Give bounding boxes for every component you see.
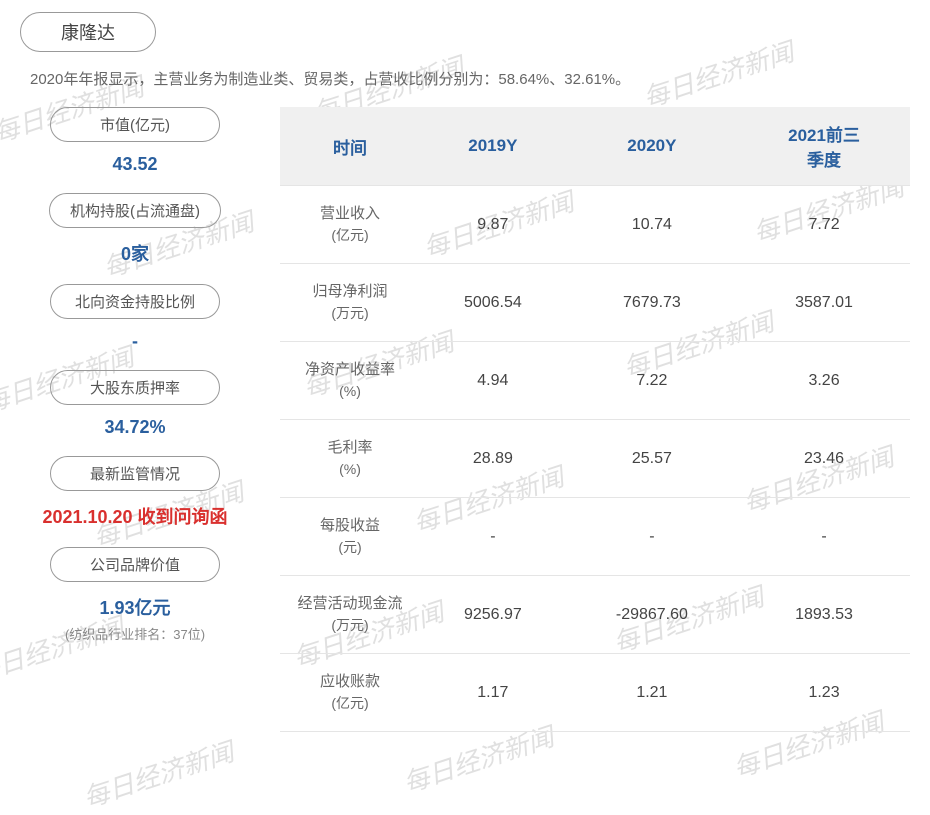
- row-label-cell: 归母净利润(万元): [280, 264, 420, 342]
- table-row: 应收账款(亿元)1.171.211.23: [280, 654, 910, 732]
- row-unit: (亿元): [290, 225, 410, 246]
- metric-label-pill: 公司品牌价值: [50, 547, 220, 582]
- data-cell: -: [420, 498, 566, 576]
- description-text: 2020年年报显示，主营业务为制造业类、贸易类，占营收比例分别为：58.64%、…: [20, 68, 910, 89]
- row-label-cell: 净资产收益率(%): [280, 342, 420, 420]
- row-unit: (元): [290, 537, 410, 558]
- table-row: 每股收益(元)---: [280, 498, 910, 576]
- data-cell: 10.74: [566, 186, 738, 264]
- row-label-cell: 毛利率(%): [280, 420, 420, 498]
- row-unit: (%): [290, 459, 410, 480]
- metric-value: 34.72%: [104, 417, 165, 438]
- row-label: 每股收益(元): [290, 515, 410, 559]
- table-row: 营业收入(亿元)9.8710.747.72: [280, 186, 910, 264]
- metric-subtext: (纺织品行业排名：37位): [65, 624, 205, 643]
- row-label: 经营活动现金流(万元): [290, 593, 410, 637]
- data-cell: 1.21: [566, 654, 738, 732]
- row-label-cell: 经营活动现金流(万元): [280, 576, 420, 654]
- row-label: 应收账款(亿元): [290, 671, 410, 715]
- row-label-cell: 营业收入(亿元): [280, 186, 420, 264]
- data-cell: 28.89: [420, 420, 566, 498]
- data-cell: -: [566, 498, 738, 576]
- table-header: 时间2019Y2020Y2021前三季度: [280, 107, 910, 186]
- metric-value: 2021.10.20 收到问询函: [42, 503, 227, 529]
- row-unit: (万元): [290, 303, 410, 324]
- row-unit: (万元): [290, 615, 410, 636]
- content-root: 康隆达 2020年年报显示，主营业务为制造业类、贸易类，占营收比例分别为：58.…: [0, 0, 930, 744]
- data-cell: 9256.97: [420, 576, 566, 654]
- row-label: 净资产收益率(%): [290, 359, 410, 403]
- data-cell: 3.26: [738, 342, 910, 420]
- data-cell: 1.17: [420, 654, 566, 732]
- row-unit: (亿元): [290, 693, 410, 714]
- data-cell: -29867.60: [566, 576, 738, 654]
- row-label-cell: 每股收益(元): [280, 498, 420, 576]
- metric-label-pill: 机构持股(占流通盘): [49, 193, 221, 228]
- metric-value: -: [132, 331, 138, 352]
- metric-value: 0家: [121, 240, 149, 266]
- data-cell: 4.94: [420, 342, 566, 420]
- data-cell: 25.57: [566, 420, 738, 498]
- main-area: 市值(亿元) 43.52 机构持股(占流通盘) 0家北向资金持股比例 - 大股东质押率 34…: [20, 107, 910, 732]
- table-header-cell: 2019Y: [420, 107, 566, 186]
- financial-table-container: 时间2019Y2020Y2021前三季度 营业收入(亿元)9.8710.747.…: [280, 107, 910, 732]
- metric-label-pill: 北向资金持股比例: [50, 284, 220, 319]
- metric-value: 1.93亿元: [99, 594, 170, 620]
- metric-value: 43.52: [112, 154, 157, 175]
- data-cell: 1893.53: [738, 576, 910, 654]
- data-cell: 1.23: [738, 654, 910, 732]
- row-label: 归母净利润(万元): [290, 281, 410, 325]
- financial-table: 时间2019Y2020Y2021前三季度 营业收入(亿元)9.8710.747.…: [280, 107, 910, 732]
- data-cell: 9.87: [420, 186, 566, 264]
- data-cell: 7.72: [738, 186, 910, 264]
- row-label: 毛利率(%): [290, 437, 410, 481]
- data-cell: 23.46: [738, 420, 910, 498]
- table-header-cell: 2021前三季度: [738, 107, 910, 186]
- metric-label-pill: 市值(亿元): [50, 107, 220, 142]
- data-cell: 7.22: [566, 342, 738, 420]
- data-cell: 5006.54: [420, 264, 566, 342]
- metric-label-pill: 大股东质押率: [50, 370, 220, 405]
- table-body: 营业收入(亿元)9.8710.747.72归母净利润(万元)5006.54767…: [280, 186, 910, 732]
- table-header-cell: 时间: [280, 107, 420, 186]
- row-label-cell: 应收账款(亿元): [280, 654, 420, 732]
- table-row: 毛利率(%)28.8925.5723.46: [280, 420, 910, 498]
- table-row: 经营活动现金流(万元)9256.97-29867.601893.53: [280, 576, 910, 654]
- data-cell: 7679.73: [566, 264, 738, 342]
- data-cell: 3587.01: [738, 264, 910, 342]
- left-metrics-column: 市值(亿元) 43.52 机构持股(占流通盘) 0家北向资金持股比例 - 大股东质押率 34…: [20, 107, 250, 732]
- table-row: 归母净利润(万元)5006.547679.733587.01: [280, 264, 910, 342]
- data-cell: -: [738, 498, 910, 576]
- table-row: 净资产收益率(%)4.947.223.26: [280, 342, 910, 420]
- row-unit: (%): [290, 381, 410, 402]
- row-label: 营业收入(亿元): [290, 203, 410, 247]
- company-name-pill: 康隆达: [20, 12, 156, 52]
- watermark-text: 每日经济新闻: [78, 732, 238, 815]
- metric-label-pill: 最新监管情况: [50, 456, 220, 491]
- table-header-cell: 2020Y: [566, 107, 738, 186]
